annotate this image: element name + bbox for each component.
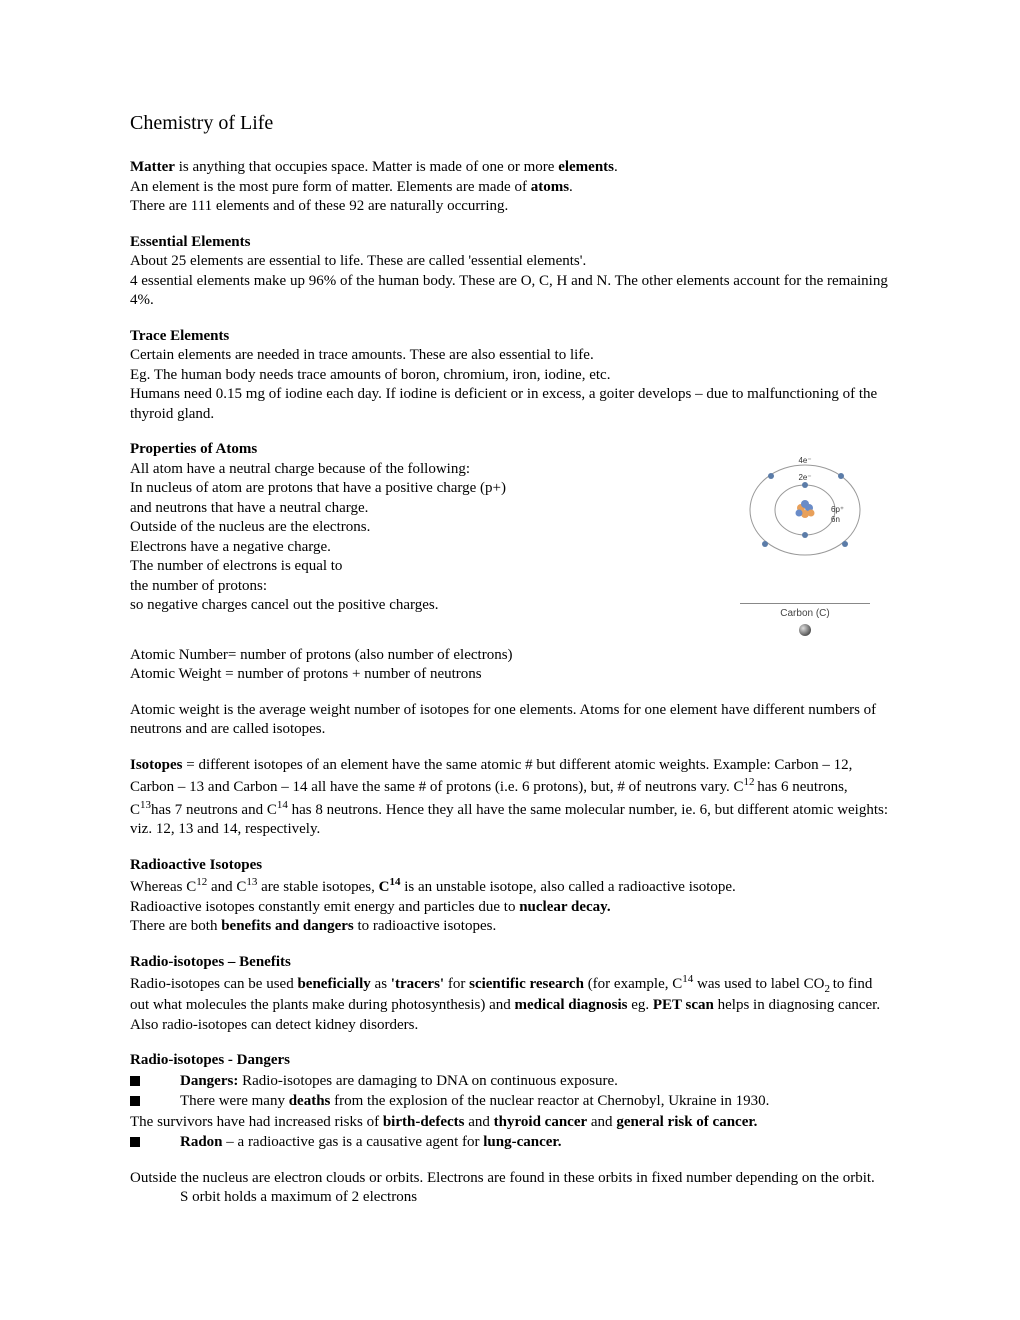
- sup-12: 12: [744, 776, 758, 788]
- carbon-dot-icon: [799, 624, 811, 636]
- benefits-text: Radio-isotopes can be used: [130, 976, 297, 992]
- elements-term: elements: [558, 159, 614, 175]
- sub-2: 2: [824, 983, 832, 995]
- bullet-item: Dangers: Radio-isotopes are damaging to …: [130, 1072, 890, 1092]
- carbon-label: Carbon (C): [780, 608, 829, 619]
- danger-text: The survivors have had increased risks o…: [130, 1114, 383, 1130]
- lung-cancer-term: lung-cancer.: [483, 1134, 561, 1150]
- orbits-section: Outside the nucleus are electron clouds …: [130, 1169, 890, 1208]
- danger-text: from the explosion of the nuclear reacto…: [330, 1093, 769, 1109]
- intro-text: .: [569, 179, 573, 195]
- intro-section: Matter is anything that occupies space. …: [130, 158, 890, 217]
- bullet-item: Radon – a radioactive gas is a causative…: [130, 1133, 890, 1153]
- sup-12: 12: [196, 876, 207, 888]
- medical-diagnosis-term: medical diagnosis: [515, 997, 628, 1013]
- trace-section: Trace Elements Certain elements are need…: [130, 327, 890, 425]
- benefits-dangers-term: benefits and dangers: [221, 918, 354, 934]
- danger-text: There were many: [180, 1093, 289, 1109]
- essential-text: About 25 elements are essential to life.…: [130, 252, 890, 272]
- label-2e: 2e⁻: [798, 473, 811, 482]
- essential-section: Essential Elements About 25 elements are…: [130, 233, 890, 311]
- benefits-text: was used to label CO: [693, 976, 824, 992]
- label-4e: 4e⁻: [798, 456, 811, 465]
- isotopes-text: has 7 neutrons and C: [151, 802, 277, 818]
- beneficially-term: beneficially: [297, 976, 370, 992]
- deaths-term: deaths: [289, 1093, 331, 1109]
- danger-text: and: [465, 1114, 494, 1130]
- trace-heading: Trace Elements: [130, 327, 890, 347]
- sup-13: 13: [246, 876, 257, 888]
- c14-bold: C14: [379, 879, 401, 895]
- danger-text: and: [587, 1114, 616, 1130]
- benefits-text: (for example, C: [584, 976, 682, 992]
- tracers-term: 'tracers': [391, 976, 444, 992]
- intro-text: There are 111 elements and of these 92 a…: [130, 197, 890, 217]
- essential-text: 4 essential elements make up 96% of the …: [130, 272, 890, 311]
- benefits-text: for: [444, 976, 469, 992]
- radio-text: to radioactive isotopes.: [354, 918, 496, 934]
- atomic-weight-desc: Atomic weight is the average weight numb…: [130, 701, 890, 740]
- benefits-heading: Radio-isotopes – Benefits: [130, 953, 890, 973]
- radio-text: There are both: [130, 918, 221, 934]
- trace-text: Eg. The human body needs trace amounts o…: [130, 366, 890, 386]
- bullet-square-icon: [130, 1137, 140, 1147]
- bullet-item: There were many deaths from the explosio…: [130, 1092, 890, 1112]
- properties-block: 4e⁻ 2e⁻ 6p⁺ 6n Carbon (C) Properties of …: [130, 440, 890, 685]
- isotopes-section: Isotopes = different isotopes of an elem…: [130, 756, 890, 840]
- sup-14: 14: [277, 799, 288, 811]
- orbits-text: S orbit holds a maximum of 2 electrons: [130, 1188, 890, 1208]
- dangers-heading: Radio-isotopes - Dangers: [130, 1051, 890, 1071]
- bullet-square-icon: [130, 1096, 140, 1106]
- pet-scan-term: PET scan: [653, 997, 714, 1013]
- scientific-research-term: scientific research: [469, 976, 584, 992]
- label-6n: 6n: [831, 515, 840, 524]
- carbon-box: Carbon (C): [740, 603, 870, 636]
- benefits-text: eg.: [627, 997, 652, 1013]
- radio-text: Radioactive isotopes constantly emit ene…: [130, 899, 519, 915]
- trace-text: Certain elements are needed in trace amo…: [130, 346, 890, 366]
- matter-term: Matter: [130, 159, 175, 175]
- radio-text: Whereas C: [130, 879, 196, 895]
- intro-text: is anything that occupies space. Matter …: [175, 159, 558, 175]
- general-risk-term: general risk of cancer.: [616, 1114, 757, 1130]
- atomic-weight-text: Atomic Weight = number of protons + numb…: [130, 665, 890, 685]
- danger-text: – a radioactive gas is a causative agent…: [223, 1134, 484, 1150]
- sup-13: 13: [140, 799, 151, 811]
- intro-text: An element is the most pure form of matt…: [130, 179, 531, 195]
- essential-heading: Essential Elements: [130, 233, 890, 253]
- dangers-section: Radio-isotopes - Dangers Dangers: Radio-…: [130, 1051, 890, 1153]
- atom-diagram: 4e⁻ 2e⁻ 6p⁺ 6n: [735, 448, 875, 563]
- birth-defects-term: birth-defects: [383, 1114, 465, 1130]
- thyroid-cancer-term: thyroid cancer: [494, 1114, 587, 1130]
- radioactive-section: Radioactive Isotopes Whereas C12 and C13…: [130, 856, 890, 937]
- bullet-square-icon: [130, 1076, 140, 1086]
- atom-figure: 4e⁻ 2e⁻ 6p⁺ 6n Carbon (C): [720, 448, 890, 636]
- page-content: Chemistry of Life Matter is anything tha…: [0, 0, 1020, 1284]
- page-title: Chemistry of Life: [130, 110, 890, 136]
- label-6p: 6p⁺: [831, 505, 844, 514]
- radioactive-heading: Radioactive Isotopes: [130, 856, 890, 876]
- benefits-text: as: [371, 976, 391, 992]
- isotopes-term: Isotopes: [130, 757, 183, 773]
- intro-text: .: [614, 159, 618, 175]
- benefits-section: Radio-isotopes – Benefits Radio-isotopes…: [130, 953, 890, 1036]
- radio-text: and C: [207, 879, 246, 895]
- nuclear-decay-term: nuclear decay.: [519, 899, 610, 915]
- dangers-label: Dangers:: [180, 1073, 238, 1089]
- radio-text: are stable isotopes,: [257, 879, 378, 895]
- atoms-term: atoms: [531, 179, 569, 195]
- radio-text: is an unstable isotope, also called a ra…: [400, 879, 735, 895]
- atomic-number-text: Atomic Number= number of protons (also n…: [130, 646, 890, 666]
- sup-14: 14: [682, 973, 693, 985]
- trace-text: Humans need 0.15 mg of iodine each day. …: [130, 385, 890, 424]
- radon-term: Radon: [180, 1134, 223, 1150]
- orbits-text: Outside the nucleus are electron clouds …: [130, 1169, 890, 1189]
- danger-text: Radio-isotopes are damaging to DNA on co…: [238, 1073, 618, 1089]
